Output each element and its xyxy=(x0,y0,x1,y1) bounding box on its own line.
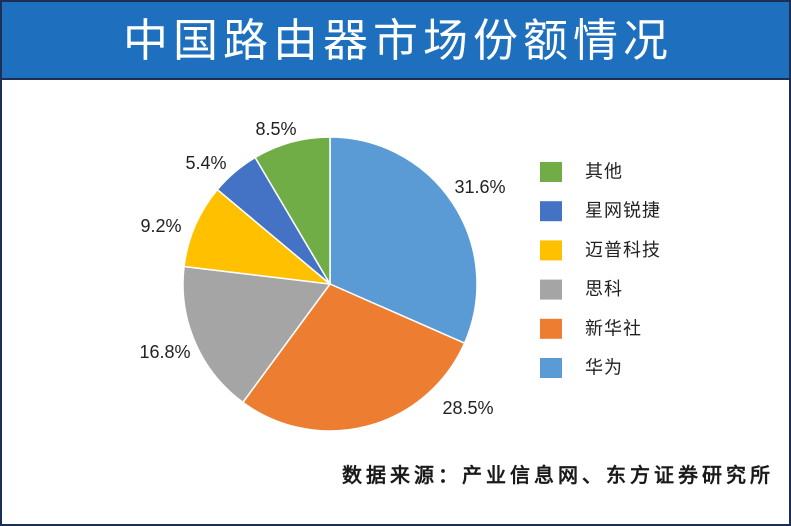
data-label-6: 8.5% xyxy=(255,119,296,139)
data-label-4: 9.2% xyxy=(140,216,181,236)
legend-swatch xyxy=(540,318,562,339)
legend-item: 新华社 xyxy=(540,318,642,339)
legend-swatch xyxy=(540,162,562,182)
chart-title: 中国路由器市场份额情况 xyxy=(122,15,673,66)
pie-slice-2 xyxy=(242,283,466,432)
pie-slices xyxy=(182,136,478,432)
legend-label: 迈普科技 xyxy=(585,240,661,261)
legend-item: 迈普科技 xyxy=(540,240,661,261)
pie-slice-4 xyxy=(183,188,331,285)
legend-label: 其他 xyxy=(585,162,623,183)
legend-swatch xyxy=(540,279,562,300)
title-banner: 中国路由器市场份额情况 xyxy=(0,0,791,80)
legend-item: 思科 xyxy=(540,279,623,300)
legend-item: 其他 xyxy=(540,162,623,183)
data-label-3: 16.8% xyxy=(139,342,190,362)
pie-slice-6 xyxy=(254,136,331,285)
legend-label: 新华社 xyxy=(585,318,642,339)
data-labels: 31.6% 28.5% 16.8% 9.2% 5.4% 8.5% xyxy=(139,119,505,418)
data-label-1: 31.6% xyxy=(454,177,505,197)
pie-slice-1 xyxy=(329,136,478,344)
legend-swatch xyxy=(540,358,562,378)
legend-item: 星网锐捷 xyxy=(540,201,661,222)
data-label-5: 5.4% xyxy=(185,153,226,173)
source-note: 数据来源：产业信息网、东方证券研究所 xyxy=(342,463,774,487)
legend-swatch xyxy=(540,201,562,222)
legend-label: 星网锐捷 xyxy=(585,201,661,222)
legend-item: 华为 xyxy=(540,358,623,379)
legend-swatch xyxy=(540,240,562,261)
pie-slice-3 xyxy=(182,265,331,404)
legend-label: 思科 xyxy=(585,279,623,300)
legend-label: 华为 xyxy=(585,358,623,379)
data-label-2: 28.5% xyxy=(442,398,493,418)
